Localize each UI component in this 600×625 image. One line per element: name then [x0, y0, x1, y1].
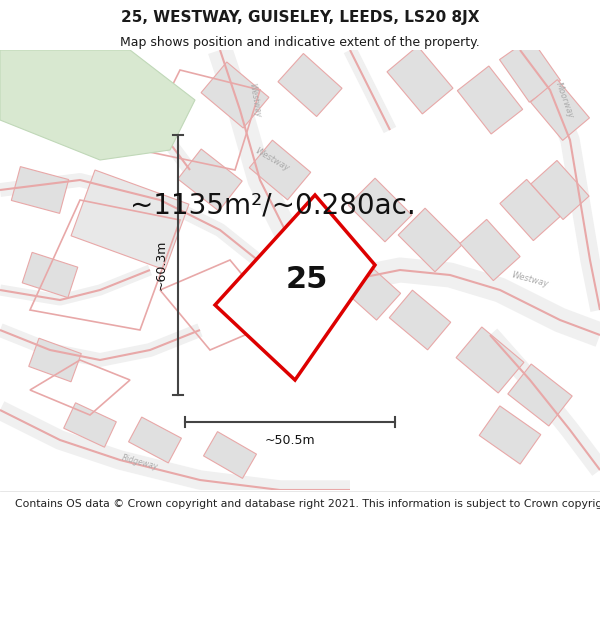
Bar [460, 219, 520, 281]
Bar [201, 62, 269, 128]
Bar [508, 364, 572, 426]
Bar [203, 432, 256, 478]
Bar [249, 140, 311, 200]
Polygon shape [0, 50, 195, 160]
Bar [389, 290, 451, 350]
Bar [64, 402, 116, 448]
Bar [340, 260, 401, 320]
Bar [531, 161, 589, 219]
Text: Map shows position and indicative extent of the property.: Map shows position and indicative extent… [120, 36, 480, 49]
Text: Westway: Westway [511, 271, 550, 289]
Text: ~50.5m: ~50.5m [265, 434, 316, 447]
Polygon shape [215, 195, 375, 380]
Bar [457, 66, 523, 134]
Bar [11, 167, 68, 213]
Bar [479, 406, 541, 464]
Bar [23, 72, 88, 127]
Bar [500, 38, 560, 102]
Text: 25: 25 [286, 266, 328, 294]
Text: 25, WESTWAY, GUISELEY, LEEDS, LS20 8JX: 25, WESTWAY, GUISELEY, LEEDS, LS20 8JX [121, 10, 479, 25]
Bar [178, 149, 242, 211]
Text: Moorway: Moorway [554, 81, 576, 119]
Bar [29, 338, 81, 382]
Bar [398, 208, 462, 272]
Bar [278, 54, 342, 116]
Bar [71, 170, 189, 270]
Bar [348, 178, 412, 242]
Text: Ridgeway: Ridgeway [121, 453, 159, 471]
Bar [387, 46, 453, 114]
Bar [456, 327, 524, 393]
Bar [22, 253, 78, 298]
Text: ~1135m²/~0.280ac.: ~1135m²/~0.280ac. [130, 191, 416, 219]
Text: Contains OS data © Crown copyright and database right 2021. This information is : Contains OS data © Crown copyright and d… [15, 499, 600, 509]
Bar [500, 179, 560, 241]
Text: Westway: Westway [248, 82, 262, 118]
Text: ~60.3m: ~60.3m [155, 240, 168, 290]
Text: Westway: Westway [253, 147, 291, 173]
Bar [530, 79, 589, 141]
Bar [128, 417, 181, 463]
